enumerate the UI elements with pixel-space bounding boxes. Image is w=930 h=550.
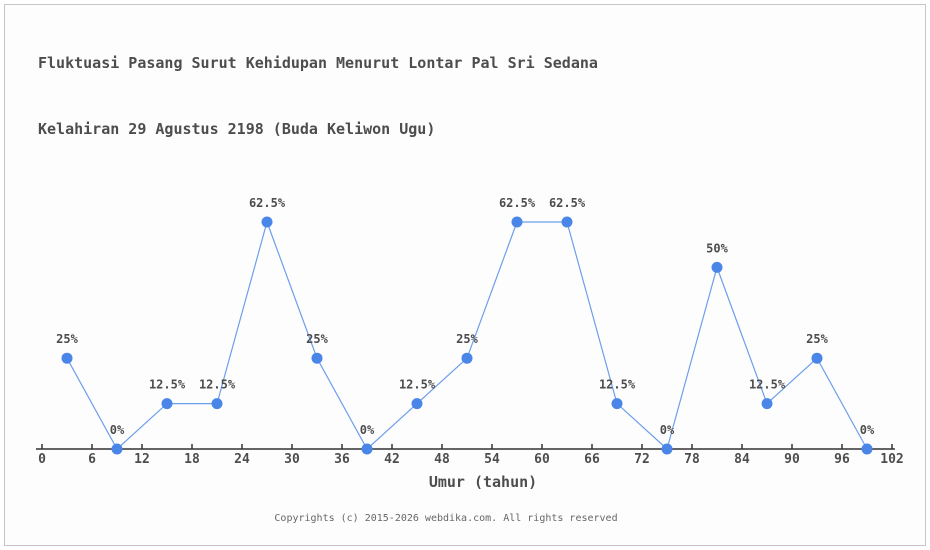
data-point: [811, 352, 823, 364]
data-point-label: 62.5%: [549, 196, 586, 210]
data-point: [311, 352, 323, 364]
data-point: [661, 443, 673, 455]
page-frame: [4, 4, 926, 546]
x-axis-tick-label: 42: [384, 452, 400, 467]
data-point: [861, 443, 873, 455]
data-point-label: 25%: [806, 332, 828, 346]
data-point: [711, 261, 723, 273]
data-point: [761, 398, 773, 410]
data-point: [261, 216, 273, 228]
data-point: [211, 398, 223, 410]
x-axis-tick-label: 78: [684, 452, 700, 467]
data-point-label: 12.5%: [749, 378, 786, 392]
x-axis-tick-label: 60: [534, 452, 550, 467]
data-point-label: 25%: [306, 332, 328, 346]
x-axis-tick-label: 30: [284, 452, 300, 467]
x-axis-title: Umur (tahun): [429, 473, 537, 491]
chart-title: Fluktuasi Pasang Surut Kehidupan Menurut…: [38, 8, 598, 162]
data-point: [561, 216, 573, 228]
data-point-label: 0%: [660, 423, 675, 437]
data-point-label: 0%: [110, 423, 125, 437]
x-axis-tick-label: 0: [38, 452, 46, 467]
data-point: [361, 443, 373, 455]
data-point: [61, 352, 73, 364]
data-point: [611, 398, 623, 410]
data-point: [461, 352, 473, 364]
x-axis-tick-label: 48: [434, 452, 450, 467]
x-axis-tick-label: 84: [734, 452, 750, 467]
data-point-label: 12.5%: [599, 378, 636, 392]
data-point-label: 12.5%: [199, 378, 236, 392]
data-point: [161, 398, 173, 410]
data-point-label: 0%: [860, 423, 875, 437]
data-point: [511, 216, 523, 228]
x-axis-tick-label: 6: [88, 452, 96, 467]
x-axis-tick-label: 36: [334, 452, 350, 467]
data-point-label: 25%: [56, 332, 78, 346]
x-axis-tick-label: 54: [484, 452, 500, 467]
data-point-label: 62.5%: [249, 196, 286, 210]
x-axis-tick-label: 12: [134, 452, 150, 467]
data-point-label: 62.5%: [499, 196, 536, 210]
chart-title-line1: Fluktuasi Pasang Surut Kehidupan Menurut…: [38, 54, 598, 72]
data-point: [411, 398, 423, 410]
x-axis-tick-label: 90: [784, 452, 800, 467]
x-axis-tick-label: 96: [834, 452, 850, 467]
data-point-label: 25%: [456, 332, 478, 346]
data-point: [111, 443, 123, 455]
x-axis-tick-label: 102: [880, 452, 903, 467]
chart-title-line2: Kelahiran 29 Agustus 2198 (Buda Keliwon …: [38, 120, 436, 138]
x-axis-tick-label: 66: [584, 452, 600, 467]
data-point-label: 50%: [706, 241, 728, 255]
copyright-text: Copyrights (c) 2015-2026 webdika.com. Al…: [274, 513, 618, 524]
data-point-label: 12.5%: [149, 378, 186, 392]
data-point-label: 0%: [360, 423, 375, 437]
x-axis-tick-label: 24: [234, 452, 250, 467]
x-axis-tick-label: 72: [634, 452, 650, 467]
data-point-label: 12.5%: [399, 378, 436, 392]
x-axis-tick-label: 18: [184, 452, 200, 467]
